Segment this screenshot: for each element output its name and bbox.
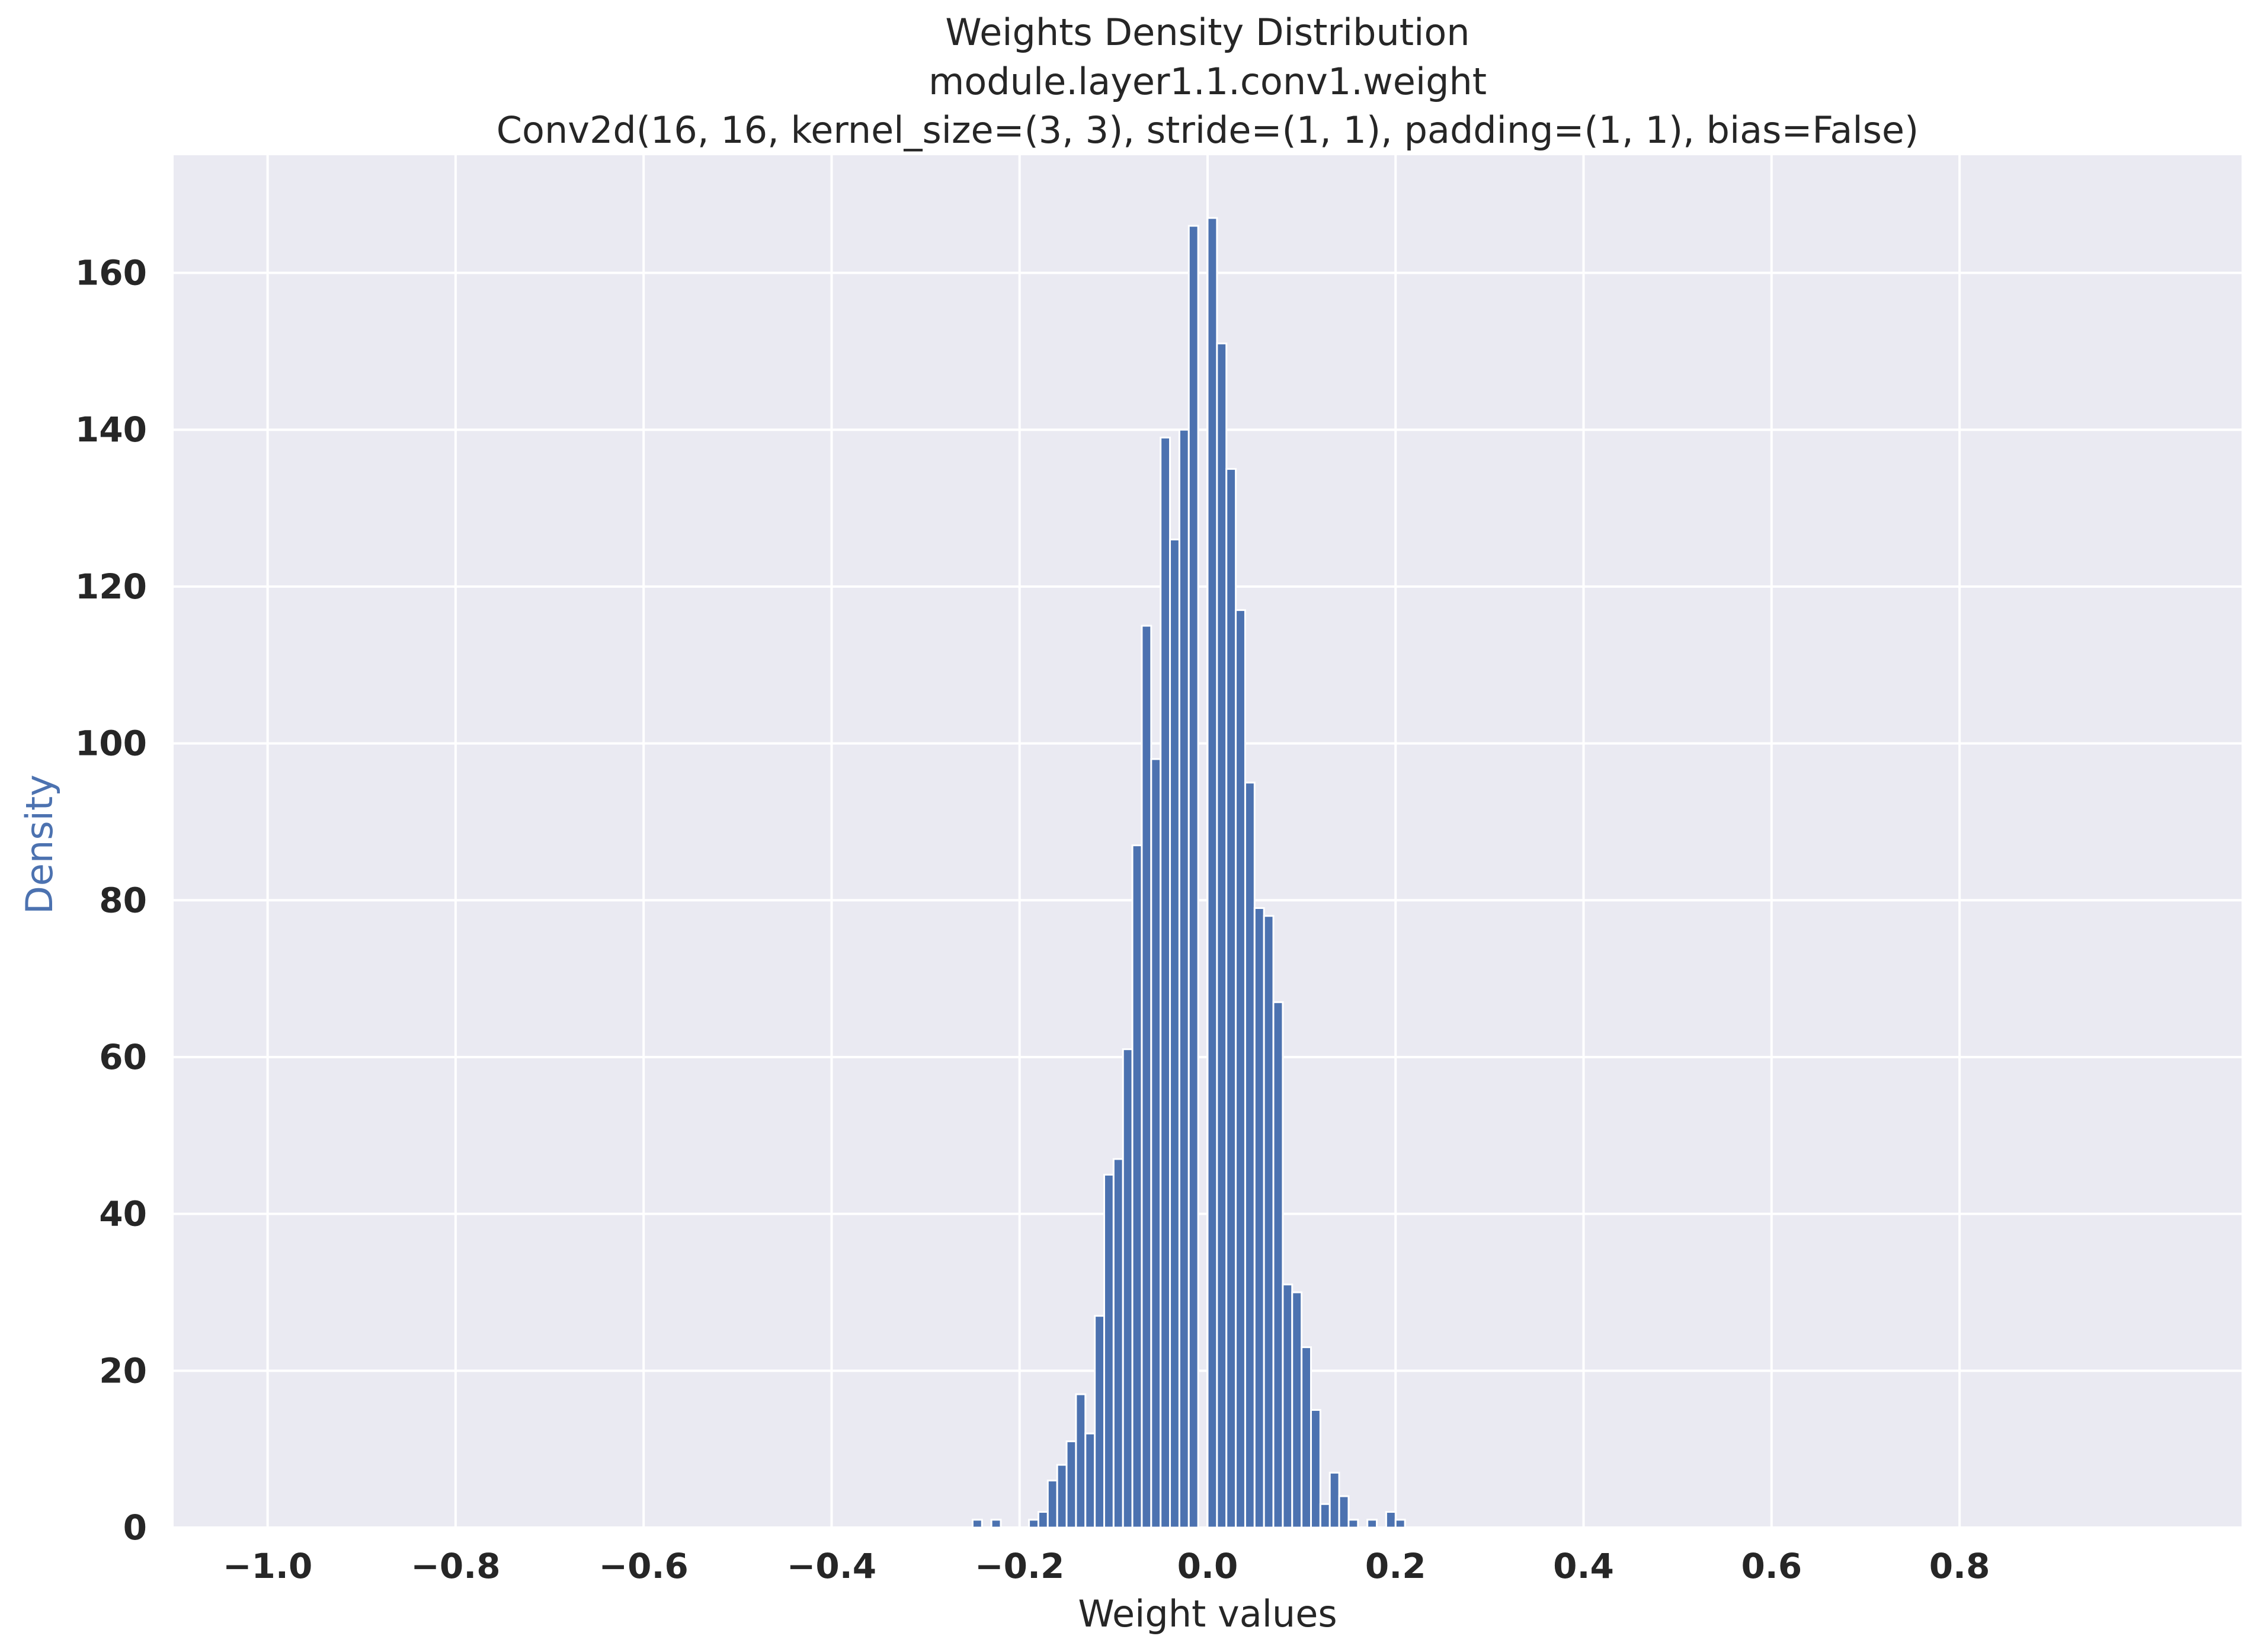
histogram-bar — [1084, 1432, 1096, 1529]
y-tick-label: 0 — [123, 1507, 147, 1548]
histogram-bar — [1347, 1519, 1359, 1529]
histogram-bar — [1131, 844, 1143, 1529]
histogram-bar — [1122, 1048, 1134, 1529]
histogram-bar — [1235, 609, 1246, 1529]
x-tick-label: 0.2 — [1365, 1546, 1426, 1586]
chart-title-line-1: Weights Density Distribution — [945, 11, 1469, 54]
histogram-bar — [1319, 1503, 1331, 1529]
x-tick-label: −0.2 — [975, 1546, 1064, 1586]
histogram-bar — [971, 1519, 983, 1529]
histogram-bar — [1103, 1173, 1115, 1529]
histogram-bar — [1301, 1346, 1312, 1529]
histogram-bar — [1366, 1519, 1378, 1529]
x-tick-label: −0.6 — [599, 1546, 689, 1586]
histogram-bar — [1263, 915, 1275, 1529]
histogram-bar — [1225, 468, 1237, 1529]
histogram-bar — [1028, 1519, 1039, 1529]
y-tick-label: 80 — [99, 880, 147, 920]
histogram-bar — [1310, 1408, 1321, 1529]
histogram-bar — [1187, 225, 1199, 1529]
y-tick-label: 100 — [75, 723, 147, 764]
histogram-bar — [1338, 1495, 1350, 1529]
histogram-bar — [1037, 1511, 1049, 1529]
x-tick-label: 0.8 — [1929, 1546, 1990, 1586]
histogram-bar — [1046, 1480, 1058, 1529]
x-tick-label: 0.4 — [1553, 1546, 1614, 1586]
histogram-bar — [1141, 625, 1152, 1529]
bars — [971, 217, 1406, 1529]
histogram-bar — [1394, 1519, 1406, 1529]
y-axis-label: Density — [18, 774, 61, 914]
x-tick-label: 0.0 — [1177, 1546, 1238, 1586]
histogram-bar — [1385, 1511, 1397, 1529]
y-tick-label: 40 — [99, 1194, 147, 1234]
histogram-bar — [1244, 782, 1256, 1529]
histogram-bar — [990, 1519, 1002, 1529]
histogram-bar — [1282, 1283, 1294, 1529]
x-tick-label: −0.8 — [411, 1546, 500, 1586]
histogram-bar — [1178, 428, 1190, 1529]
chart-title-line-2: module.layer1.1.conv1.weight — [929, 60, 1487, 103]
histogram-bar — [1056, 1464, 1068, 1529]
x-axis-label: Weight values — [1078, 1592, 1337, 1635]
y-tick-label: 20 — [99, 1350, 147, 1391]
chart-title-line-3: Conv2d(16, 16, kernel_size=(3, 3), strid… — [497, 108, 1919, 152]
histogram-bar — [1075, 1393, 1087, 1529]
histogram-bar — [1216, 342, 1228, 1529]
histogram-bar — [1150, 758, 1162, 1529]
histogram-bar — [1291, 1291, 1303, 1529]
histogram-bar — [1328, 1471, 1340, 1529]
histogram-bar — [1206, 217, 1218, 1529]
y-axis-ticks: 0 20 40 60 80 100 120 140 160 — [75, 253, 147, 1548]
histogram-bar — [1253, 907, 1265, 1529]
y-tick-label: 120 — [75, 566, 147, 607]
x-tick-label: 0.6 — [1741, 1546, 1802, 1586]
histogram-bar — [1065, 1440, 1077, 1529]
x-tick-label: −0.4 — [787, 1546, 876, 1586]
y-tick-label: 60 — [99, 1037, 147, 1077]
x-axis-ticks: −1.0 −0.8 −0.6 −0.4 −0.2 0.0 0.2 0.4 0.6 0.8 — [223, 1546, 1990, 1586]
histogram-bar — [1160, 436, 1171, 1529]
histogram-bar — [1112, 1158, 1124, 1529]
x-tick-label: −1.0 — [223, 1546, 312, 1586]
histogram-bar — [1272, 1001, 1284, 1529]
histogram-bar — [1094, 1315, 1105, 1529]
y-tick-label: 160 — [75, 253, 147, 293]
histogram-bar — [1169, 538, 1180, 1529]
y-tick-label: 140 — [75, 409, 147, 450]
